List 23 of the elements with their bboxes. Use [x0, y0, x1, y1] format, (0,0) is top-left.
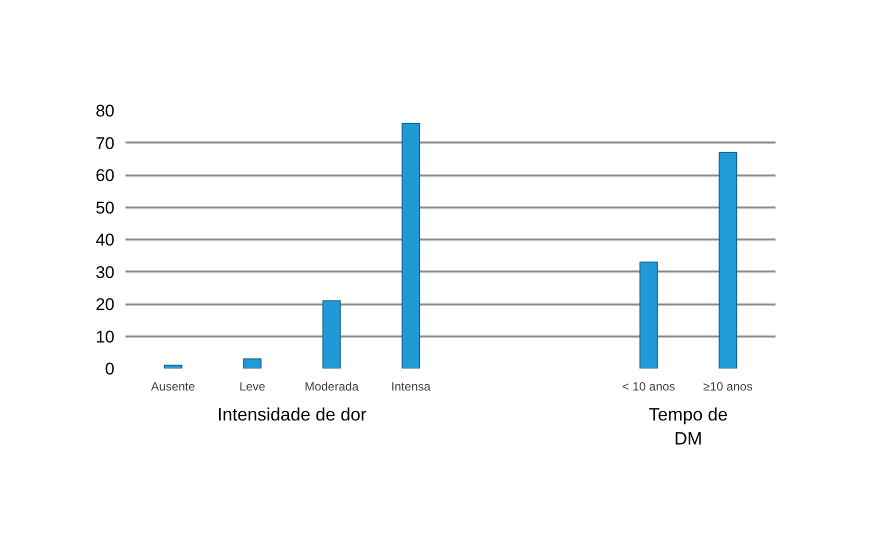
bar — [164, 364, 182, 368]
y-tick-label: 10 — [96, 327, 115, 346]
y-tick-label: 0 — [105, 360, 115, 378]
y-tick-label: 20 — [96, 295, 115, 314]
y-tick-label: 60 — [96, 166, 115, 185]
text: Intensidade de dor — [217, 404, 367, 424]
x-tick-label: Ausente — [151, 380, 196, 394]
text: Tempo de DM — [648, 404, 728, 448]
y-tick-label: 70 — [96, 134, 115, 153]
bar — [639, 262, 658, 368]
bar — [402, 122, 420, 368]
y-tick-label: 50 — [96, 198, 115, 218]
x-tick-label: Leve — [239, 380, 266, 394]
x-tick-label: ≥10 anos — [703, 380, 753, 394]
y-tick-label: 40 — [96, 230, 115, 250]
y-tick-label: 80 — [96, 102, 115, 120]
bar — [322, 300, 341, 368]
x-tick-label: Intensa — [391, 380, 431, 394]
bar — [243, 358, 262, 368]
x-tick-label: < 10 anos — [622, 380, 676, 394]
y-tick-label: 30 — [96, 262, 115, 282]
x-tick-label: Moderada — [304, 380, 359, 394]
bar — [718, 152, 738, 368]
